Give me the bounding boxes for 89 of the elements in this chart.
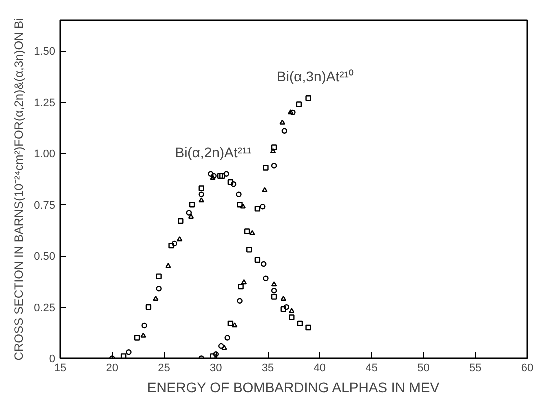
point — [306, 95, 312, 102]
point — [156, 274, 162, 280]
y-axis-title: CROSS SECTION IN BARNS(10⁻²⁴cm²)FOR(α,2n)&(α,3n)ON Bi — [12, 18, 26, 361]
point — [238, 284, 244, 290]
point — [236, 192, 242, 198]
point — [146, 304, 152, 310]
point — [140, 332, 146, 338]
point — [228, 320, 234, 327]
point — [224, 335, 230, 341]
point — [218, 343, 224, 350]
x-tick-label: 40 — [314, 362, 326, 374]
point — [280, 120, 286, 125]
point — [217, 173, 224, 180]
point — [126, 350, 132, 356]
point — [271, 163, 278, 169]
point — [280, 306, 286, 312]
point — [282, 128, 288, 134]
point — [297, 320, 304, 327]
point — [254, 206, 261, 212]
point — [189, 202, 196, 208]
annotation: Bi(α,2n)At²¹¹ — [175, 144, 252, 160]
point — [198, 192, 204, 198]
point — [254, 257, 261, 264]
point — [271, 144, 278, 150]
point — [156, 286, 162, 292]
point — [289, 308, 295, 314]
x-tick-label: 60 — [521, 362, 534, 374]
point — [237, 298, 243, 304]
point — [186, 210, 192, 216]
point — [271, 288, 278, 294]
point — [211, 173, 217, 180]
point — [261, 261, 267, 268]
point — [188, 214, 194, 220]
point — [263, 165, 269, 171]
y-tick-label: 0.25 — [34, 302, 56, 314]
point — [213, 352, 220, 358]
point — [220, 173, 226, 180]
point — [260, 204, 266, 210]
point — [228, 179, 234, 186]
point — [262, 187, 268, 192]
point — [284, 304, 290, 310]
point — [210, 175, 216, 180]
point — [271, 294, 278, 300]
point — [232, 322, 238, 328]
point — [208, 171, 214, 177]
point — [289, 314, 295, 320]
point — [271, 282, 278, 287]
point — [237, 202, 243, 208]
x-tick-label: 30 — [210, 362, 222, 374]
point — [198, 186, 204, 192]
point — [166, 263, 172, 268]
point — [270, 148, 276, 154]
x-tick-label: 35 — [262, 362, 274, 374]
point — [244, 228, 250, 234]
y-tick-label: 1.50 — [34, 46, 56, 58]
point — [250, 230, 256, 236]
point — [290, 110, 296, 116]
x-tick-label: 25 — [158, 362, 170, 374]
point — [178, 218, 184, 224]
point — [153, 296, 159, 301]
x-tick-label: 45 — [366, 362, 378, 374]
point — [224, 171, 230, 177]
point — [168, 242, 174, 249]
y-tick-label: 1.25 — [34, 97, 56, 110]
y-tick-label: 0.50 — [34, 251, 56, 264]
y-tick-label: 0.75 — [34, 200, 56, 212]
point — [280, 296, 286, 301]
point — [172, 240, 178, 247]
point — [306, 324, 312, 331]
x-tick-label: 50 — [418, 362, 430, 374]
point — [296, 102, 302, 108]
x-axis-title: ENERGY OF BOMBARDING ALPHAS IN MEV — [147, 380, 440, 396]
point — [288, 109, 294, 115]
y-tick-label: 0 — [49, 354, 56, 366]
x-tick-label: 15 — [54, 362, 67, 374]
point — [246, 247, 252, 253]
x-tick-label: 20 — [106, 362, 119, 374]
point — [241, 280, 248, 285]
point — [263, 276, 269, 282]
point — [222, 345, 228, 350]
point — [230, 182, 237, 188]
x-tick-label: 55 — [469, 362, 482, 374]
point — [142, 322, 148, 329]
point — [134, 335, 140, 341]
y-tick-label: 1.00 — [34, 148, 56, 161]
point — [198, 198, 204, 203]
point — [120, 354, 127, 358]
annotation: Bi(α,3n)At²¹⁰ — [277, 68, 354, 84]
point — [176, 236, 183, 242]
